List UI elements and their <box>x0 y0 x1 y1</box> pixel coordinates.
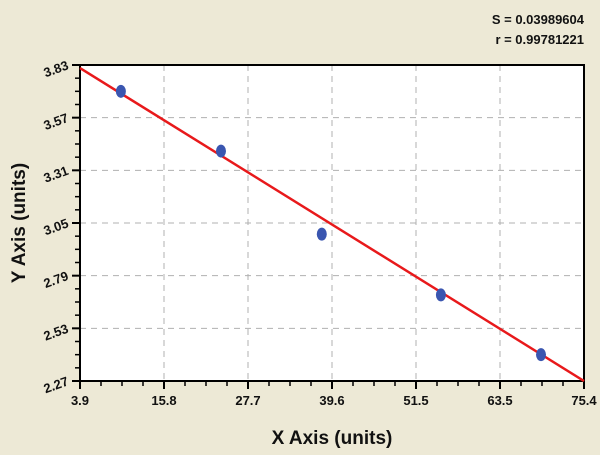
y-tick-label: 3.31 <box>41 163 70 186</box>
y-tick-label: 2.27 <box>41 373 70 396</box>
s-value: S = 0.03989604 <box>491 12 584 27</box>
x-tick-label: 39.6 <box>319 393 344 408</box>
x-tick-label: 63.5 <box>487 393 512 408</box>
x-tick-label: 15.8 <box>151 393 176 408</box>
x-tick-label: 3.9 <box>71 393 89 408</box>
data-point <box>215 144 226 158</box>
data-point <box>536 348 547 362</box>
regression-line <box>79 66 585 383</box>
y-tick-label: 3.05 <box>41 215 70 238</box>
r-value: r = 0.99781221 <box>495 32 584 47</box>
x-tick-label: 51.5 <box>403 393 428 408</box>
fit-statistics: S = 0.03989604 r = 0.99781221 <box>492 10 584 50</box>
y-tick-label: 3.57 <box>41 110 70 133</box>
data-point <box>316 227 327 241</box>
data-point <box>435 288 446 302</box>
y-axis-label: Y Axis (units) <box>9 162 30 284</box>
x-axis-label: X Axis (units) <box>271 428 393 449</box>
x-tick-label: 75.4 <box>571 393 597 408</box>
y-tick-label: 2.79 <box>41 268 70 291</box>
y-tick-label: 2.53 <box>41 321 70 344</box>
data-point <box>115 84 126 98</box>
plot-border <box>79 64 585 382</box>
x-tick-label: 27.7 <box>235 393 260 408</box>
y-tick-label: 3.83 <box>41 57 70 80</box>
